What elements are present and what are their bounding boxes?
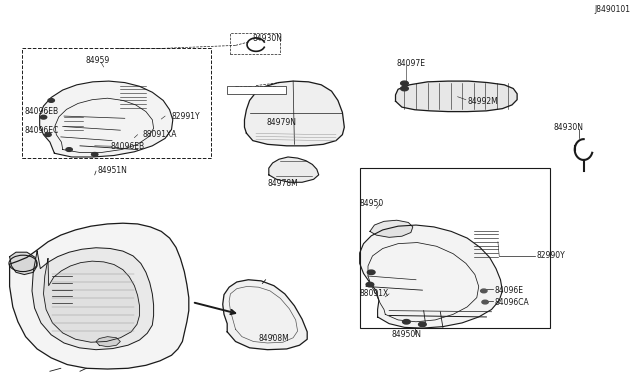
Text: 84978M: 84978M [268,179,298,188]
Circle shape [482,300,488,304]
Polygon shape [360,225,502,328]
Text: 84951N: 84951N [97,166,127,175]
Polygon shape [269,157,319,182]
Text: 84096CA: 84096CA [494,298,529,307]
Polygon shape [10,223,189,369]
Text: 84096E: 84096E [494,286,523,295]
Polygon shape [32,248,154,350]
Circle shape [403,320,410,324]
Polygon shape [244,81,344,146]
Polygon shape [223,280,307,350]
Text: 82991Y: 82991Y [172,112,200,121]
Circle shape [481,289,487,293]
Bar [22,48,211,158]
Text: 84930N: 84930N [253,34,282,43]
Text: 84930N: 84930N [554,123,583,132]
Text: 84992M: 84992M [467,97,498,106]
Polygon shape [96,337,120,347]
Polygon shape [44,259,140,342]
Circle shape [45,133,51,137]
Circle shape [40,115,47,119]
Text: 84096EB: 84096EB [24,107,58,116]
Circle shape [66,148,72,151]
Text: BASE,UPPER: BASE,UPPER [234,86,278,92]
Circle shape [367,270,375,275]
Text: J8490101: J8490101 [595,5,630,14]
Text: 84979N: 84979N [267,118,296,127]
Text: 84096EB: 84096EB [111,142,145,151]
Text: 84097E: 84097E [397,59,426,68]
Text: 88091XA: 88091XA [142,130,177,139]
Circle shape [92,153,98,156]
Text: 84908M: 84908M [259,334,289,343]
Text: 84959: 84959 [85,56,109,65]
Circle shape [401,86,408,91]
Bar [227,86,286,94]
Polygon shape [396,81,517,112]
Circle shape [366,282,374,287]
Bar [360,168,550,328]
Circle shape [401,81,408,86]
Text: 84950N: 84950N [392,330,421,339]
Text: 84950: 84950 [360,199,384,208]
Text: 88091X: 88091X [360,289,389,298]
Circle shape [419,322,426,327]
Polygon shape [10,252,37,275]
Polygon shape [40,81,173,157]
Circle shape [48,99,54,102]
Text: 84096EC: 84096EC [24,126,59,135]
Polygon shape [370,220,413,237]
Bar [230,33,280,54]
Text: 82990Y: 82990Y [536,251,565,260]
